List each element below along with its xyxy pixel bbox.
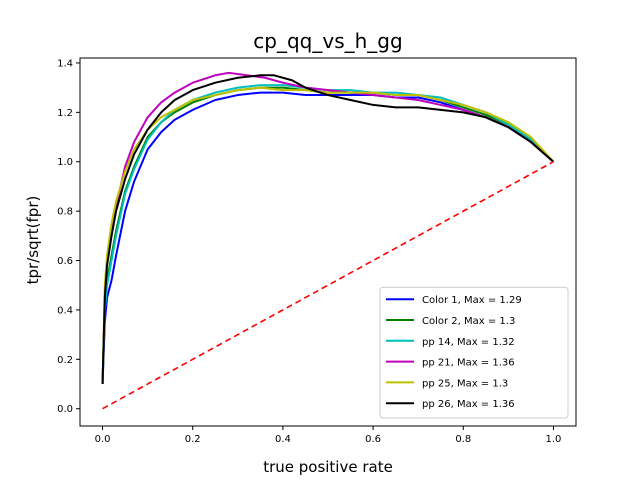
series-line-5 xyxy=(101,86,555,385)
plot-content xyxy=(101,71,555,410)
x-tick-label: 0.0 xyxy=(95,434,111,445)
x-axis-label: true positive rate xyxy=(263,458,393,476)
y-tick-label: 0.2 xyxy=(57,355,73,366)
plot-frame xyxy=(79,57,577,427)
y-tick-label: 1.4 xyxy=(57,58,73,69)
x-tick-label: 0.6 xyxy=(365,434,381,445)
legend-entry-label: pp 25, Max = 1.3 xyxy=(422,378,508,389)
x-axis-ticks: 0.0 0.2 0.4 0.6 0.8 1.0 xyxy=(95,426,562,445)
y-tick-label: 0.8 xyxy=(57,207,73,218)
x-tick-label: 0.4 xyxy=(275,434,291,445)
x-tick-label: 0.8 xyxy=(455,434,471,445)
legend-entry-label: Color 1, Max = 1.29 xyxy=(422,295,522,306)
series-line-6 xyxy=(101,74,555,385)
legend-box xyxy=(379,286,569,419)
y-tick-label: 0.0 xyxy=(57,404,73,415)
y-tick-label: 0.6 xyxy=(57,256,73,267)
y-tick-label: 1.2 xyxy=(57,108,73,119)
legend-entry-label: pp 14, Max = 1.32 xyxy=(422,337,515,348)
legend-entry-label: pp 26, Max = 1.36 xyxy=(422,399,515,410)
x-tick-label: 0.2 xyxy=(185,434,201,445)
y-tick-label: 0.4 xyxy=(57,305,73,316)
legend-entry-label: pp 21, Max = 1.36 xyxy=(422,358,515,369)
legend: Color 1, Max = 1.29 Color 2, Max = 1.3 pp … xyxy=(379,286,569,419)
chart-title: cp_qq_vs_h_gg xyxy=(253,29,402,53)
y-axis-label: tpr/sqrt(fpr) xyxy=(24,196,42,285)
legend-entry-label: Color 2, Max = 1.3 xyxy=(422,316,515,327)
y-axis-ticks: 0.0 0.2 0.4 0.6 0.8 1.0 1.2 1.4 xyxy=(57,58,80,415)
x-tick-label: 1.0 xyxy=(546,434,562,445)
reference-line xyxy=(102,161,554,410)
y-tick-label: 1.0 xyxy=(57,157,73,168)
